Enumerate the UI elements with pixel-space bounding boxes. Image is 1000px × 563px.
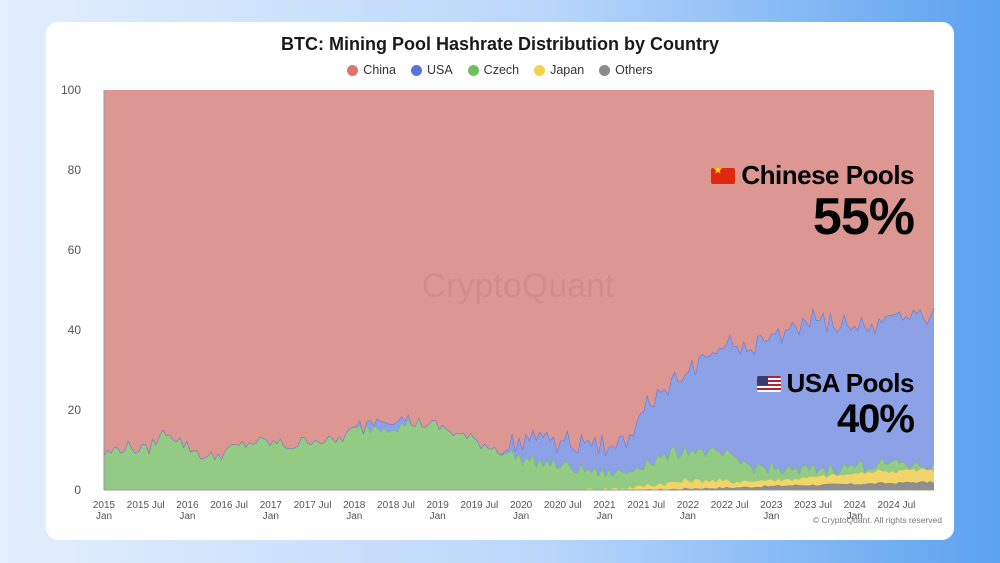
copyright-text: © CryptoQuant. All rights reserved [812, 515, 942, 525]
legend-label: Others [615, 63, 653, 77]
x-tick-label-month: Jan [763, 511, 779, 522]
legend-swatch [534, 64, 546, 76]
legend-item-japan[interactable]: Japan [534, 63, 584, 77]
y-tick-label: 0 [74, 483, 81, 497]
y-tick-label: 20 [68, 403, 82, 417]
annotation-china-label: Chinese Pools [741, 160, 914, 190]
x-tick-label: 2016 [176, 500, 199, 511]
x-tick-label: 2023 [760, 500, 783, 511]
x-tick-label: 2022 Jul [711, 500, 749, 511]
y-tick-label: 40 [68, 323, 82, 337]
x-tick-label: 2021 Jul [627, 500, 665, 511]
legend-swatch [347, 64, 359, 76]
china-flag-icon [711, 167, 736, 184]
legend-swatch [410, 64, 422, 76]
x-tick-label: 2016 Jul [210, 500, 248, 511]
area-series-others [104, 481, 934, 490]
legend-swatch [467, 64, 479, 76]
x-tick-label-month: Jan [96, 511, 112, 522]
annotation-usa-value: 40% [836, 397, 915, 441]
x-tick-label-month: Jan [346, 511, 362, 522]
usa-flag-icon [756, 375, 781, 392]
area-series-usa [104, 307, 934, 477]
watermark-text: CryptoQuant [422, 267, 615, 305]
annotation-china: Chinese Pools 55% [711, 160, 915, 246]
legend-item-czech[interactable]: Czech [467, 63, 520, 77]
x-tick-label-month: Jan [430, 511, 446, 522]
x-tick-label: 2015 [93, 500, 116, 511]
annotation-usa-label: USA Pools [786, 368, 915, 398]
legend-label: Japan [550, 63, 585, 77]
x-tick-label: 2018 Jul [377, 500, 415, 511]
y-axis: 0 20 40 60 80 100 [61, 83, 105, 497]
legend-swatch [599, 64, 611, 76]
x-tick-label: 2022 [677, 500, 700, 511]
x-tick-label: 2024 [844, 500, 867, 511]
area-series-japan [104, 468, 934, 490]
x-tick-label: 2020 [510, 500, 533, 511]
x-tick-label-month: Jan [596, 511, 612, 522]
annotation-usa: USA Pools 40% [756, 368, 915, 441]
x-tick-label-month: Jan [847, 511, 863, 522]
y-tick-label: 100 [61, 83, 81, 97]
y-tick-label: 80 [68, 163, 82, 177]
chart-card: BTC: Mining Pool Hashrate Distribution b… [46, 22, 954, 540]
x-tick-label: 2024 Jul [878, 500, 916, 511]
legend-label: Czech [483, 63, 520, 77]
x-tick-label: 2015 Jul [127, 500, 165, 511]
annotation-china-value: 55% [812, 188, 915, 246]
x-tick-label: 2019 [427, 500, 450, 511]
x-tick-label-month: Jan [680, 511, 696, 522]
legend-item-china[interactable]: China [347, 63, 396, 77]
chart-title: BTC: Mining Pool Hashrate Distribution b… [281, 34, 719, 54]
legend-label: China [363, 63, 396, 77]
x-tick-label: 2017 [260, 500, 283, 511]
x-tick-label: 2019 Jul [460, 500, 498, 511]
chart-legend: China USA Czech Japan Others [46, 63, 954, 77]
x-tick-label-month: Jan [513, 511, 529, 522]
x-tick-label: 2021 [593, 500, 616, 511]
x-tick-label-month: Jan [179, 511, 195, 522]
legend-item-others[interactable]: Others [599, 63, 653, 77]
x-tick-label: 2018 [343, 500, 366, 511]
y-tick-label: 60 [68, 243, 82, 257]
x-tick-label: 2017 Jul [294, 500, 332, 511]
x-tick-label-month: Jan [263, 511, 279, 522]
legend-label: USA [426, 63, 453, 77]
x-tick-label: 2023 Jul [794, 500, 832, 511]
x-tick-label: 2020 Jul [544, 500, 582, 511]
legend-item-usa[interactable]: USA [410, 63, 453, 77]
